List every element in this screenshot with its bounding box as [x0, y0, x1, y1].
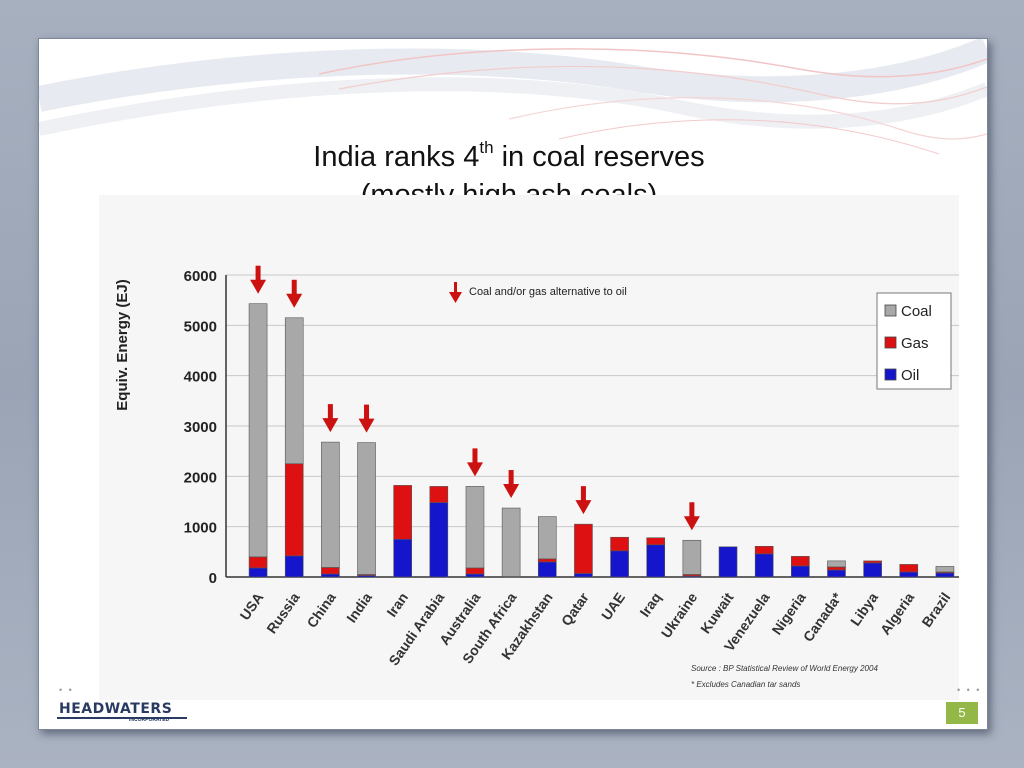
bar-gas: [646, 537, 666, 546]
arrow-marker-icon: [286, 279, 303, 308]
bar-oil: [574, 573, 593, 578]
bar-coal: [465, 486, 485, 569]
bar-coal: [321, 441, 340, 568]
x-tick-label: India: [343, 589, 375, 625]
legend-label: Gas: [901, 335, 929, 352]
legend-swatch: [884, 304, 897, 317]
bar-oil: [827, 569, 846, 578]
bar-oil: [284, 555, 304, 578]
bar-gas: [248, 556, 268, 569]
company-logo: HEADWATERS: [59, 701, 173, 717]
page-number: 5: [946, 702, 978, 724]
y-tick-label: 1000: [184, 520, 217, 537]
bar-oil: [754, 553, 774, 578]
bar-oil: [718, 546, 738, 578]
bar-coal: [248, 303, 268, 558]
bar-coal: [284, 317, 304, 465]
bar-gas: [321, 567, 340, 575]
x-tick-label: Iraq: [636, 590, 664, 620]
bar-gas: [393, 485, 412, 540]
bar-coal: [682, 539, 702, 575]
arrow-markers: [250, 265, 700, 531]
stacked-bar-chart: 0 1000 2000 3000 4000 5000 6000 Equiv. Energy …: [114, 265, 959, 689]
annotation-text: Coal and/or gas alternative to oil: [469, 286, 627, 298]
arrow-marker-icon: [358, 404, 375, 433]
bar-coal: [935, 566, 955, 573]
annotation: Coal and/or gas alternative to oil: [449, 282, 627, 303]
x-tick-label: Libya: [847, 589, 881, 628]
bars: [248, 303, 955, 578]
legend-label: Coal: [901, 303, 932, 320]
source-note: Source : BP Statistical Review of World …: [691, 664, 878, 673]
y-tick-label: 3000: [184, 419, 217, 436]
x-tick-label: Iran: [383, 590, 411, 620]
annotation-arrow-icon: [449, 282, 462, 303]
legend-swatch: [884, 336, 897, 349]
decorative-dots-right: • • •: [957, 685, 982, 695]
y-tick-label: 0: [209, 570, 217, 587]
arrow-marker-icon: [466, 448, 483, 477]
bar-oil: [610, 550, 629, 578]
bar-coal: [501, 507, 521, 577]
bar-coal: [537, 516, 557, 560]
legend: Coal Gas Oil: [876, 292, 952, 390]
bar-gas: [899, 564, 919, 573]
x-tick-label: Ukraine: [658, 589, 701, 640]
bar-gas: [610, 536, 629, 552]
x-tick-label: Qatar: [558, 589, 592, 629]
bar-oil: [321, 573, 340, 578]
bar-gas: [537, 558, 557, 563]
bar-coal: [357, 442, 376, 575]
arrow-marker-icon: [250, 265, 267, 294]
decorative-dots-left: • •: [59, 685, 74, 695]
x-tick-label: Algeria: [877, 589, 917, 637]
bar-gas: [465, 567, 485, 575]
arrow-marker-icon: [683, 502, 700, 531]
y-axis-label: Equiv. Energy (EJ): [114, 279, 131, 410]
bar-oil: [393, 538, 412, 578]
bar-coal: [827, 560, 846, 568]
y-tick-labels: 0 1000 2000 3000 4000 5000 6000: [184, 268, 217, 587]
bar-oil: [429, 502, 449, 578]
company-logo-subtitle: INCORPORATED: [129, 717, 170, 723]
bar-oil: [899, 571, 919, 578]
bar-oil: [863, 562, 882, 578]
arrow-marker-icon: [503, 470, 520, 499]
bar-gas: [827, 566, 846, 571]
y-tick-label: 6000: [184, 268, 217, 285]
legend-swatch: [884, 368, 897, 381]
bar-oil: [791, 565, 810, 578]
slide: India ranks 4th in coal reserves (mostly…: [38, 38, 988, 730]
x-tick-label: Russia: [263, 589, 303, 636]
bar-oil: [537, 561, 557, 578]
bar-oil: [646, 544, 666, 578]
footnote: * Excludes Canadian tar sands: [691, 680, 800, 689]
bar-gas: [863, 560, 882, 564]
y-tick-label: 2000: [184, 469, 217, 486]
decorative-swoosh: [39, 39, 987, 155]
x-tick-label: China: [303, 589, 339, 630]
bar-oil: [935, 572, 955, 578]
arrow-marker-icon: [322, 404, 339, 433]
x-tick-label: UAE: [598, 590, 628, 623]
chart-panel: 0 1000 2000 3000 4000 5000 6000 Equiv. Energy …: [99, 195, 959, 700]
y-tick-label: 5000: [184, 318, 217, 335]
legend-label: Oil: [901, 367, 919, 384]
bar-gas: [791, 556, 810, 567]
x-tick-label: USA: [236, 590, 266, 623]
slide-title-line1: India ranks 4th in coal reserves: [313, 138, 705, 173]
bar-oil: [465, 573, 485, 578]
logo-underline: [57, 717, 187, 719]
x-tick-label: Brazil: [918, 590, 953, 630]
arrow-marker-icon: [575, 486, 592, 515]
bar-gas: [754, 545, 774, 555]
bar-gas: [429, 486, 449, 503]
bar-oil: [248, 567, 268, 578]
bar-gas: [284, 463, 304, 557]
y-tick-label: 4000: [184, 369, 217, 386]
bar-gas: [574, 523, 593, 574]
